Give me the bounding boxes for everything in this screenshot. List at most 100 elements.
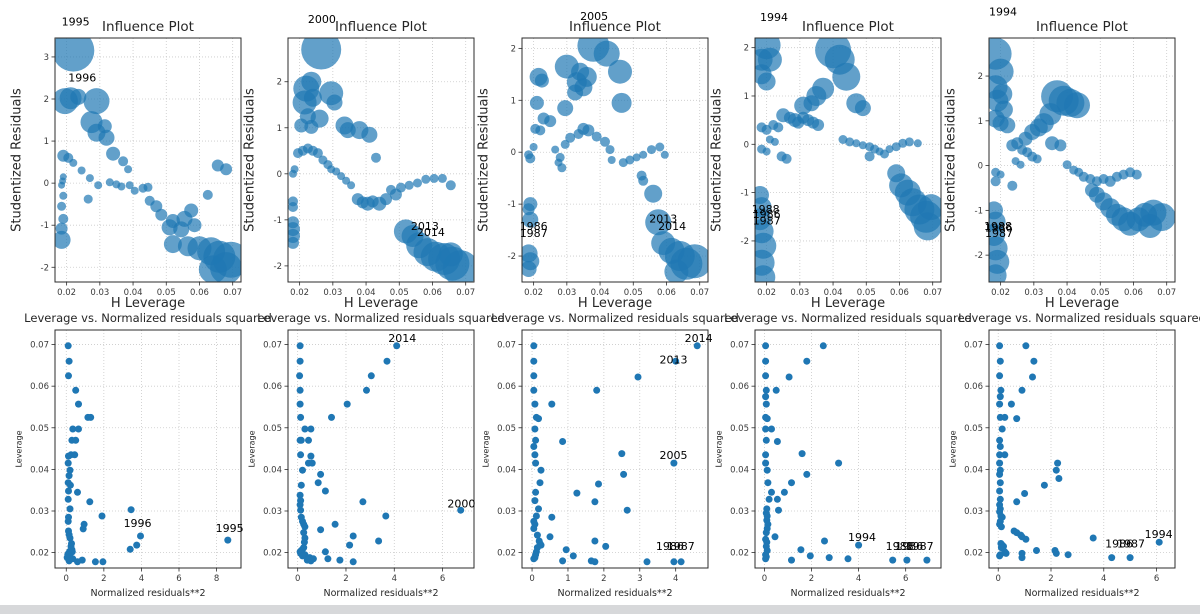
data-point xyxy=(845,137,855,147)
data-point xyxy=(363,386,370,394)
data-point xyxy=(1016,160,1025,169)
data-point xyxy=(326,94,343,111)
data-point xyxy=(531,451,539,459)
influence-plot-axes-4: 0.02 0.03 0.04 0.05 0.06 0.07 -2 -1 0 1 2 1994 19881… xyxy=(741,11,943,298)
data-point xyxy=(996,552,1004,560)
data-point xyxy=(763,415,771,423)
data-point xyxy=(359,498,367,506)
data-point xyxy=(328,413,335,421)
data-point xyxy=(1018,386,1026,394)
data-point xyxy=(591,558,599,566)
data-point xyxy=(308,459,316,467)
data-point xyxy=(546,533,554,541)
data-point xyxy=(762,342,770,350)
data-point xyxy=(803,470,811,478)
data-point xyxy=(625,155,635,165)
y-tick-label: 0 xyxy=(978,162,983,172)
data-point xyxy=(608,59,632,84)
data-point xyxy=(530,525,538,532)
year-annotation: 1988 xyxy=(886,540,914,553)
x-tick-label: 0.02 xyxy=(290,288,309,298)
y-tick-label: -2 xyxy=(41,263,49,273)
data-point xyxy=(1033,547,1040,554)
data-point xyxy=(1126,554,1134,562)
y-tick-label: 0.02 xyxy=(497,549,516,559)
data-point xyxy=(75,425,82,433)
data-point xyxy=(996,436,1004,444)
data-point xyxy=(438,242,463,267)
data-point xyxy=(98,129,115,146)
data-point xyxy=(664,259,689,282)
year-annotation: 2014 xyxy=(685,332,713,345)
y-tick-label: 3 xyxy=(44,53,49,63)
data-point xyxy=(536,479,544,487)
data-point xyxy=(781,153,792,164)
y-tick-label: -1 xyxy=(975,206,983,216)
data-point xyxy=(529,143,538,151)
data-point xyxy=(297,481,305,489)
data-point xyxy=(288,202,298,212)
data-point xyxy=(445,180,456,191)
data-point xyxy=(996,451,1004,459)
data-point xyxy=(819,342,827,350)
data-point xyxy=(591,537,599,545)
data-point xyxy=(375,537,383,545)
data-point xyxy=(762,372,770,380)
data-point xyxy=(1001,413,1009,421)
data-point xyxy=(127,506,135,514)
data-point xyxy=(137,532,144,540)
y-axis-label: Leverage xyxy=(714,430,724,468)
data-point xyxy=(591,131,602,142)
data-point xyxy=(296,386,304,394)
x-tick-label: 1 xyxy=(565,574,570,584)
data-point xyxy=(803,357,811,365)
year-annotation: 1986 xyxy=(985,221,1013,234)
y-tick-label: 0.03 xyxy=(30,507,49,517)
data-point xyxy=(595,480,602,488)
data-point xyxy=(65,557,73,565)
data-point xyxy=(562,546,570,554)
data-point xyxy=(367,372,375,380)
data-point xyxy=(303,88,322,107)
leverage-resid-axes-1: 0 2 4 6 8 0.02 0.03 0.04 0.05 0.06 0.07 1996 1995 xyxy=(30,329,244,584)
data-point xyxy=(296,491,304,499)
data-point xyxy=(297,506,305,514)
data-point xyxy=(83,194,93,204)
y-tick-label: 0.02 xyxy=(964,549,983,559)
data-point xyxy=(835,459,843,467)
y-tick-label: 0 xyxy=(511,148,516,158)
data-point xyxy=(126,545,134,553)
data-point xyxy=(1052,466,1060,474)
data-point xyxy=(1108,554,1116,562)
data-point xyxy=(611,92,632,113)
y-tick-label: 1 xyxy=(744,92,749,102)
data-point xyxy=(620,470,628,478)
data-point xyxy=(347,181,356,190)
year-annotation: 1994 xyxy=(760,11,788,24)
data-point xyxy=(996,443,1004,450)
x-tick-label: 0.07 xyxy=(456,288,475,298)
data-point xyxy=(393,342,401,350)
data-point xyxy=(762,436,770,444)
y-tick-label: -2 xyxy=(274,262,282,272)
data-point xyxy=(812,119,825,131)
x-tick-label: 0.03 xyxy=(557,288,576,298)
year-annotation: 1986 xyxy=(895,540,923,553)
y-axis-label: Studentized Residuals xyxy=(943,88,959,232)
data-point xyxy=(296,342,304,350)
x-tick-label: 0.03 xyxy=(323,288,342,298)
data-point xyxy=(832,62,861,91)
influence-plot-axes-2: 0.02 0.03 0.04 0.05 0.06 0.07 -2 -1 0 1 2 2000 20132… xyxy=(274,13,476,298)
data-point xyxy=(532,459,540,467)
data-point xyxy=(773,122,784,133)
data-point xyxy=(559,557,567,565)
data-point xyxy=(775,506,782,514)
data-point xyxy=(567,84,584,101)
y-tick-label: -2 xyxy=(508,252,516,262)
y-tick-label: 0.07 xyxy=(30,341,49,351)
x-axis-label: Normalized residuals**2 xyxy=(557,588,673,599)
y-tick-label: 2 xyxy=(744,44,749,54)
data-point xyxy=(997,386,1005,394)
data-point xyxy=(297,451,305,459)
x-tick-label: 0 xyxy=(529,574,534,584)
